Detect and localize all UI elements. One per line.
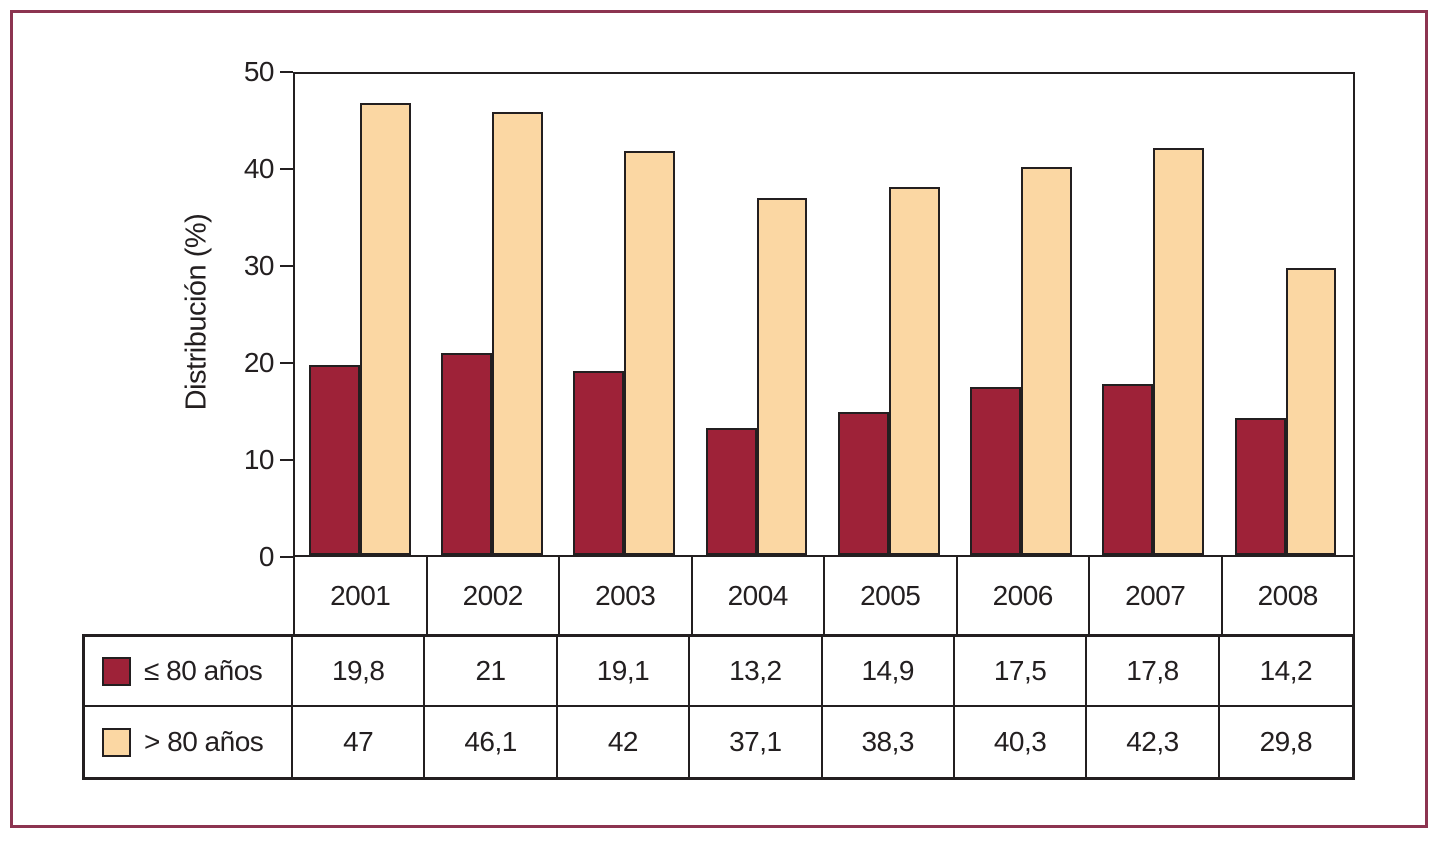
bar-2008-series1 — [1285, 268, 1337, 555]
bar-group-2004 — [692, 74, 824, 555]
table-value-cell: 37,1 — [690, 707, 823, 777]
table-value-cell: 14,2 — [1219, 637, 1352, 707]
bar-2004-series0 — [705, 428, 757, 555]
y-axis-label: Distribución (%) — [180, 213, 213, 411]
bar-2001-series1 — [359, 102, 411, 555]
legend-series-name: > 80 años — [144, 726, 264, 757]
bar-2003-series1 — [624, 150, 676, 555]
bar-group-2006 — [956, 74, 1088, 555]
table-value-cell: 42 — [558, 707, 691, 777]
year-header-cell: 2007 — [1090, 557, 1223, 634]
bar-2008-series0 — [1234, 418, 1286, 555]
table-value-cell: 13,2 — [690, 637, 823, 707]
plot-area — [293, 72, 1355, 557]
bar-2007-series0 — [1102, 383, 1154, 555]
y-tick-label: 20 — [243, 347, 275, 378]
table-value-cell: 47 — [293, 707, 426, 777]
y-tick-label: 50 — [243, 56, 275, 87]
bar-2006-series1 — [1021, 167, 1072, 555]
year-header-cell: 2004 — [693, 557, 825, 634]
table-value-cell: 29,8 — [1259, 726, 1313, 757]
bar-2003-series0 — [573, 371, 625, 555]
year-header-cell: 2002 — [428, 557, 560, 634]
bar-group-2002 — [427, 74, 559, 555]
y-tick-mark — [280, 71, 293, 73]
bar-group-2005 — [824, 74, 956, 555]
bar-group-2001 — [295, 74, 427, 555]
y-tick-label: 30 — [243, 250, 275, 281]
table-value-cell: 38,3 — [823, 707, 955, 777]
y-tick-mark — [280, 265, 293, 267]
data-table: ≤ 80 años 19,8 21 19,1 13,2 14,9 17,5 17,8 14,2 >… — [82, 634, 1355, 780]
bar-2004-series1 — [756, 198, 808, 555]
bar-group-2003 — [560, 74, 692, 555]
year-header-cell: 2001 — [295, 557, 428, 634]
year-header-cell: 2006 — [958, 557, 1090, 634]
x-axis-year-header: 2001 2002 2003 2004 2005 2006 2007 2008 — [293, 557, 1355, 634]
bar-2002-series1 — [492, 111, 543, 555]
legend-cell: > 80 años — [85, 707, 293, 777]
table-value-cell: 14,9 — [822, 637, 955, 707]
bar-2007-series1 — [1153, 148, 1205, 555]
table-value-cell: 17,5 — [954, 637, 1088, 707]
year-header-cell: 2003 — [560, 557, 693, 634]
table-value-cell: 40,3 — [955, 707, 1088, 777]
y-tick-label: 40 — [243, 153, 275, 184]
bar-group-2008 — [1221, 74, 1353, 555]
legend-swatch — [102, 656, 131, 686]
legend-series-name: ≤ 80 años — [144, 655, 263, 686]
table-value-cell: 46,1 — [425, 707, 558, 777]
table-value-cell: 42,3 — [1087, 707, 1220, 777]
y-tick-label: 10 — [243, 444, 275, 475]
year-header-cell: 2005 — [825, 557, 958, 634]
year-header-cell: 2008 — [1223, 557, 1355, 634]
y-tick-mark — [280, 556, 293, 558]
bar-2006-series0 — [970, 386, 1022, 555]
y-tick-label: 0 — [258, 541, 275, 572]
legend-cell: ≤ 80 años — [85, 637, 293, 707]
bar-2005-series1 — [888, 186, 940, 555]
table-value-cell: 19,8 — [293, 637, 426, 707]
bar-2002-series0 — [441, 352, 493, 555]
bar-2001-series0 — [308, 364, 360, 555]
table-value-cell: 17,8 — [1087, 637, 1220, 707]
bar-group-2007 — [1089, 74, 1221, 555]
y-tick-mark — [280, 168, 293, 170]
legend-swatch — [102, 727, 131, 757]
y-tick-mark — [280, 362, 293, 364]
table-value-cell: 21 — [425, 637, 558, 707]
y-tick-mark — [280, 459, 293, 461]
bar-2005-series0 — [837, 411, 889, 555]
table-value-cell: 19,1 — [557, 637, 691, 707]
